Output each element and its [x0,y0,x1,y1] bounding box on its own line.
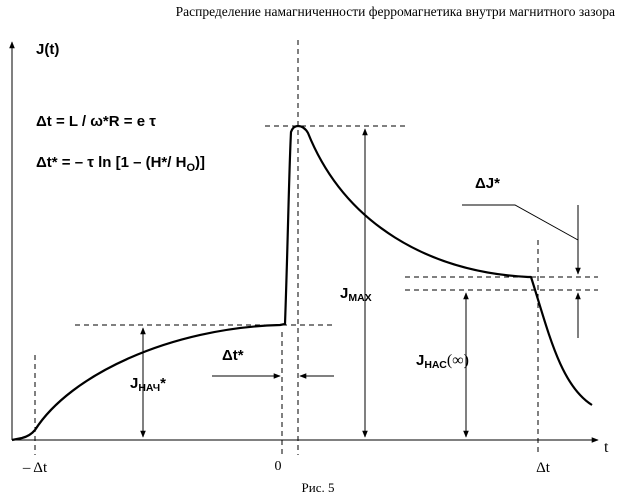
j-nas-end: (∞) [447,352,469,369]
tick-plus-dt: Δt [536,460,551,476]
x-axis-label: t [604,439,609,456]
j-nach-star: * [160,375,166,392]
formula-line-2-main: Δt* = – τ ln [1 – (H*/ H [36,154,186,171]
figure-caption: Рис. 5 [302,480,335,495]
j-nach-main: J [130,375,138,392]
figure-header-title: Распределение намагниченности ферромагне… [176,4,615,19]
delta-j-leader [462,205,578,240]
magnetization-curve [12,126,592,440]
j-nas-label: JНАС(∞) [416,352,469,371]
j-nach-sub: НАЧ [138,382,160,394]
dt-star-label: Δt* [222,347,244,364]
j-max-label: JMAX [340,285,372,304]
delta-j-label: ΔJ* [475,175,500,192]
j-max-main: J [340,285,348,302]
j-nas-main: J [416,352,424,369]
y-axis-label: J(t) [36,41,59,58]
j-max-sub: MAX [348,292,371,304]
tick-zero: 0 [275,459,282,474]
formula-line-1: Δt = L / ω*R = e τ [36,113,156,130]
formula-line-2-end: )] [195,154,205,171]
formula-line-2: Δt* = – τ ln [1 – (H*/ HO)] [36,154,205,174]
j-nach-label: JНАЧ* [130,375,166,394]
j-nas-sub: НАС [424,359,447,371]
tick-minus-dt: – Δt [22,460,48,476]
